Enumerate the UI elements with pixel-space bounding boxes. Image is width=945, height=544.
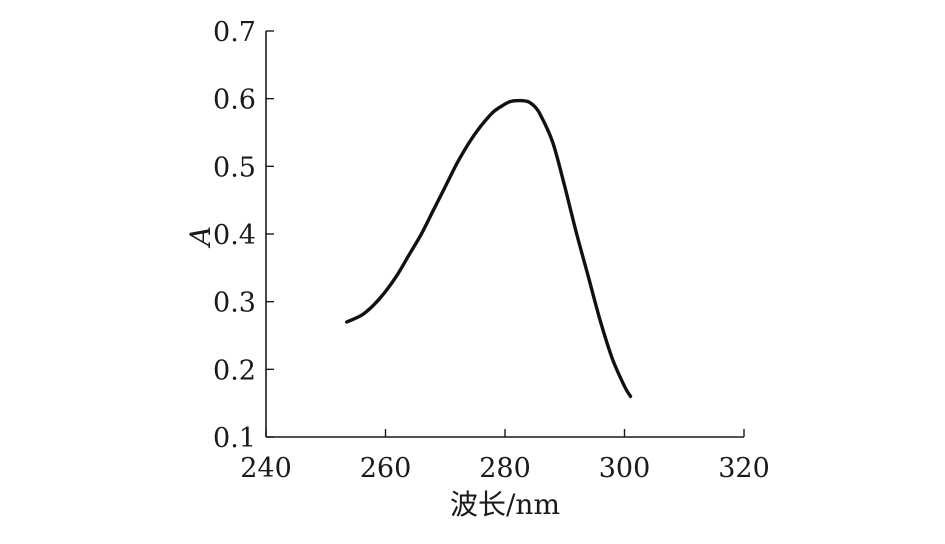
x-axis-label: 波长/nm — [450, 488, 560, 521]
x-tick-label: 280 — [479, 453, 531, 484]
y-tick-label: 0.3 — [213, 288, 256, 319]
y-tick-label: 0.5 — [213, 152, 256, 183]
y-tick-label: 0.2 — [213, 355, 256, 386]
y-tick-label: 0.1 — [213, 423, 256, 454]
y-axis-ticks: 0.1 0.2 0.3 0.4 0.5 0.6 0.7 — [213, 17, 274, 454]
y-axis-label: A — [184, 226, 217, 249]
x-tick-label: 240 — [240, 453, 292, 484]
absorbance-curve — [345, 98, 633, 399]
x-tick-label: 320 — [718, 453, 770, 484]
y-tick-label: 0.7 — [213, 17, 256, 48]
y-tick-label: 0.6 — [213, 85, 256, 116]
x-tick-label: 300 — [599, 453, 651, 484]
y-tick-label: 0.4 — [213, 220, 256, 251]
x-axis-ticks: 240 260 280 300 320 — [240, 429, 770, 484]
x-tick-label: 260 — [360, 453, 412, 484]
